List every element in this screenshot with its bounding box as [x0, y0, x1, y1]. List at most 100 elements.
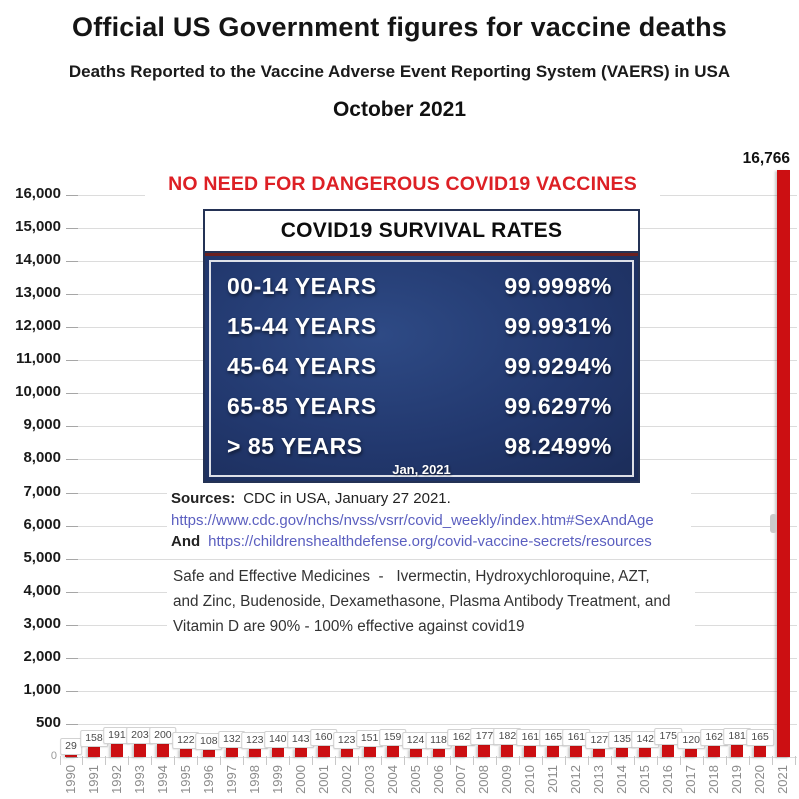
x-axis-year-label: 2016 [660, 765, 676, 794]
bar-2010 [524, 746, 537, 757]
y-axis-tick-label: 14,000 [15, 251, 61, 269]
survival-row: 65-85 YEARS 99.6297% [205, 386, 638, 426]
x-axis-tick [518, 756, 520, 765]
x-axis-year-label: 2011 [545, 765, 561, 793]
subtitle: Deaths Reported to the Vaccine Adverse E… [68, 62, 731, 81]
bar-1998 [248, 748, 261, 757]
y-axis-tick-label: 4,000 [23, 581, 61, 599]
bar-2001 [317, 746, 330, 757]
bar-1993 [133, 743, 146, 757]
x-axis-year-label: 2001 [315, 765, 331, 794]
medicines-line1: Safe and Effective Medicines - Ivermecti… [173, 568, 650, 585]
x-axis-tick [128, 756, 130, 765]
x-axis-year-label: 2007 [453, 765, 469, 794]
x-axis-tick [312, 756, 314, 765]
x-axis-year-label: 1992 [108, 765, 124, 794]
scrollbar-thumb[interactable] [770, 514, 777, 533]
sources-text: CDC in USA, January 27 2021. [243, 490, 451, 507]
sources-line: https://www.cdc.gov/nchs/nvss/vsrr/covid… [171, 510, 687, 532]
bar-value-label: 182 [493, 727, 522, 745]
bar-value-label: 124 [401, 731, 430, 749]
bar-2007 [455, 746, 468, 757]
and-label: And [171, 533, 201, 550]
bar-1997 [225, 748, 238, 757]
x-axis-year-label: 2019 [729, 765, 745, 794]
chd-link[interactable]: https://childrenshealthdefense.org/covid… [208, 533, 652, 550]
x-axis-tick [794, 756, 796, 765]
bar-1995 [179, 748, 192, 757]
x-axis-tick [289, 756, 291, 765]
x-axis-year-label: 2010 [522, 765, 538, 794]
x-axis-year-label: 1998 [246, 765, 262, 794]
bar-value-label: 161 [562, 729, 591, 747]
x-axis-year-label: 1995 [177, 765, 193, 794]
bar-2015 [639, 747, 652, 757]
bar-value-label: 143 [286, 730, 315, 748]
x-axis-tick [656, 756, 658, 765]
x-axis-year-label: 2008 [476, 765, 492, 794]
x-axis-tick [82, 756, 84, 765]
bar-2017 [685, 749, 698, 757]
y-axis-tick-label: 9,000 [23, 416, 61, 434]
x-axis-year-label: 2003 [361, 765, 377, 794]
survival-table-frame [209, 260, 634, 477]
x-axis-tick [702, 756, 704, 765]
x-axis-year-label: 2018 [706, 765, 722, 794]
bar-2020 [754, 746, 767, 757]
y-axis-tick-label: 12,000 [15, 317, 61, 335]
survival-row: 45-64 YEARS 99.9294% [205, 346, 638, 386]
sources-line: And https://childrenshealthdefense.org/co… [171, 531, 687, 553]
sources-line: Sources: CDC in USA, January 27 2021. [171, 488, 687, 510]
y-axis-tick-label: 2,000 [23, 647, 61, 665]
x-axis-tick [564, 756, 566, 765]
x-axis-year-label: 1991 [85, 765, 101, 794]
bar-2011 [547, 746, 560, 757]
grid-line [66, 558, 797, 560]
x-axis-tick [220, 756, 222, 765]
y-axis-tick-label: 6,000 [23, 515, 61, 533]
bar-value-label: 29 [60, 738, 82, 756]
x-axis-year-label: 2009 [499, 765, 515, 794]
bar-2018 [708, 746, 721, 757]
survival-rate: 98.2499% [504, 432, 612, 459]
x-axis-year-label: 2017 [683, 765, 699, 794]
x-axis-tick [381, 756, 383, 765]
bar-2019 [731, 745, 744, 757]
sources-block: Sources: CDC in USA, January 27 2021. htt… [167, 486, 691, 555]
x-axis-year-label: 2015 [637, 765, 653, 794]
bar-value-label: 132 [218, 731, 246, 749]
x-axis-year-label: 2000 [292, 765, 308, 794]
x-axis-year-label: 2020 [752, 765, 768, 794]
survival-rate: 99.9931% [504, 312, 612, 339]
bar-1990 [65, 755, 77, 757]
survival-rate: 99.9998% [504, 272, 612, 299]
x-axis-year-label: 2014 [614, 765, 630, 794]
x-axis-tick [748, 756, 750, 765]
survival-row: 15-44 YEARS 99.9931% [205, 306, 638, 346]
cdc-link[interactable]: https://www.cdc.gov/nchs/nvss/vsrr/covid… [171, 511, 654, 529]
x-axis-year-label: 1999 [269, 765, 285, 794]
bar-value-label: 203 [126, 726, 154, 744]
bar-value-label: 161 [516, 729, 545, 747]
x-axis-tick [771, 756, 773, 765]
bar-2006 [432, 749, 445, 757]
x-axis-year-label: 1994 [154, 765, 170, 794]
bar-1999 [271, 747, 284, 757]
bar-1996 [202, 749, 215, 757]
x-axis-year-label: 2005 [407, 765, 423, 794]
bar-value-label: 151 [355, 730, 384, 748]
bar-2004 [386, 746, 399, 757]
age-group: 00-14 YEARS [227, 272, 377, 299]
age-group: 15-44 YEARS [227, 312, 377, 339]
y-axis-tick-label: 3,000 [23, 614, 61, 632]
survival-row: 00-14 YEARS 99.9998% [205, 266, 638, 306]
y-axis-tick-label: 11,000 [15, 350, 61, 368]
grid-line [66, 723, 797, 725]
x-axis-tick [587, 756, 589, 765]
y-axis-tick-label: 7,000 [23, 482, 61, 500]
y-axis-tick-label: 5,000 [23, 548, 61, 566]
bar-2005 [409, 748, 422, 757]
bar-2021 [776, 169, 790, 757]
bar-2014 [616, 748, 629, 757]
